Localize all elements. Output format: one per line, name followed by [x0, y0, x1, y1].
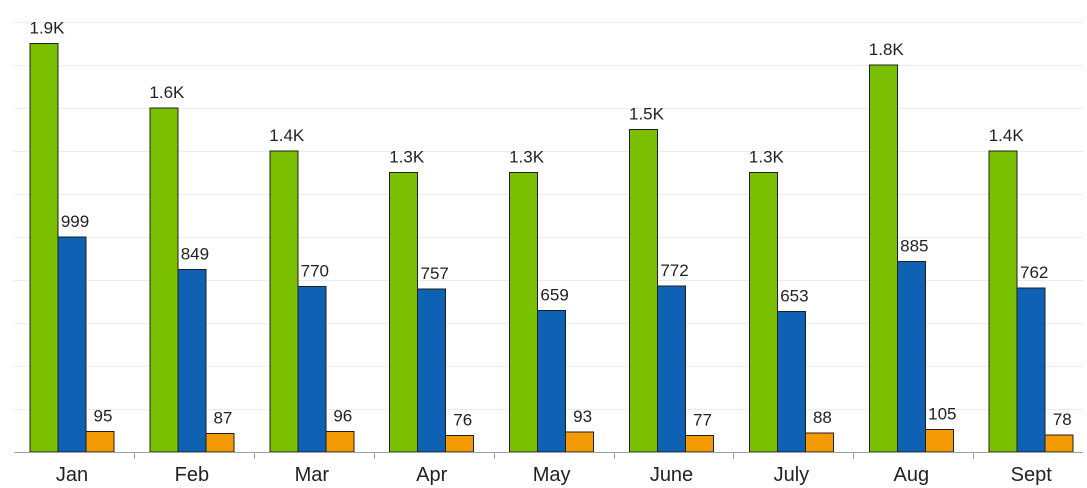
data-label-series-3-feb: 87	[213, 408, 232, 427]
data-label-series-1-aug: 1.8K	[869, 40, 905, 59]
bar-series-2-jan	[57, 236, 87, 453]
data-label-series-1-june: 1.5K	[629, 105, 665, 124]
data-label-series-1-may: 1.3K	[509, 148, 545, 167]
data-label-series-2-may: 659	[540, 285, 568, 304]
bar-series-3-feb	[205, 432, 235, 453]
x-tick-label-june: June	[650, 464, 693, 486]
data-labels-layer: 1.9K 999 95 1.6K 849 87 1.4K 770 96 1.3K 757 76 1.3K…	[30, 19, 1072, 430]
data-label-series-1-july: 1.3K	[749, 148, 785, 167]
data-label-series-3-aug: 105	[928, 404, 956, 423]
data-label-series-2-june: 772	[660, 261, 688, 280]
bar-series-1-june	[629, 129, 658, 453]
data-label-series-1-mar: 1.4K	[269, 126, 305, 145]
x-tick-label-mar: Mar	[295, 464, 330, 486]
data-label-series-2-mar: 770	[301, 261, 329, 280]
data-label-series-3-june: 77	[693, 410, 712, 429]
bar-series-1-aug	[868, 64, 898, 453]
data-label-series-3-july: 88	[813, 408, 832, 427]
data-label-series-3-apr: 76	[453, 411, 472, 430]
bar-series-3-july	[804, 432, 834, 453]
data-label-series-2-aug: 885	[900, 237, 928, 256]
bar-series-2-aug	[896, 261, 926, 453]
data-label-series-2-sept: 762	[1020, 263, 1048, 282]
data-label-series-2-jan: 999	[61, 212, 89, 231]
bar-series-3-aug	[924, 428, 954, 453]
bar-series-1-apr	[389, 172, 419, 453]
data-label-series-3-mar: 96	[333, 406, 352, 425]
data-label-series-1-jan: 1.9K	[30, 19, 66, 38]
bars-layer	[29, 43, 1074, 453]
bar-series-3-mar	[325, 430, 355, 453]
bar-series-1-july	[748, 172, 778, 453]
bar-series-2-may	[537, 309, 567, 453]
bar-series-3-june	[685, 434, 714, 453]
x-tick-label-jan: Jan	[56, 464, 88, 486]
bar-series-2-apr	[417, 288, 447, 453]
bar-series-2-july	[776, 311, 806, 453]
x-tick-label-may: May	[533, 464, 571, 486]
x-tick-label-aug: Aug	[894, 464, 930, 486]
data-label-series-3-may: 93	[573, 407, 592, 426]
data-label-series-2-apr: 757	[421, 264, 449, 283]
bar-series-1-may	[509, 172, 539, 453]
x-tick-label-apr: Apr	[416, 464, 447, 486]
bar-series-1-sept	[988, 150, 1018, 453]
x-tick-label-feb: Feb	[175, 464, 209, 486]
bar-series-2-sept	[1016, 287, 1046, 453]
data-label-series-1-apr: 1.3K	[389, 148, 425, 167]
data-label-series-1-sept: 1.4K	[989, 126, 1025, 145]
bar-series-1-jan	[29, 43, 59, 453]
bar-series-2-june	[657, 285, 686, 453]
x-tick-label-july: July	[774, 464, 810, 486]
bar-series-3-sept	[1044, 434, 1074, 453]
bar-series-1-feb	[149, 107, 179, 453]
data-label-series-3-jan: 95	[94, 407, 113, 426]
data-label-series-2-feb: 849	[181, 245, 209, 264]
data-label-series-3-sept: 78	[1053, 410, 1072, 429]
bar-series-3-apr	[445, 435, 475, 453]
bar-series-2-feb	[177, 269, 207, 453]
bar-series-1-mar	[269, 150, 299, 453]
x-tick-label-sept: Sept	[1011, 464, 1053, 486]
data-label-series-1-feb: 1.6K	[149, 83, 185, 102]
data-label-series-2-july: 653	[780, 287, 808, 306]
bar-series-3-jan	[85, 431, 115, 453]
x-axis-ticks: Jan Feb Mar Apr May June July Aug Sept	[56, 452, 1052, 486]
bar-series-3-may	[565, 431, 595, 453]
bar-series-2-mar	[297, 285, 327, 453]
